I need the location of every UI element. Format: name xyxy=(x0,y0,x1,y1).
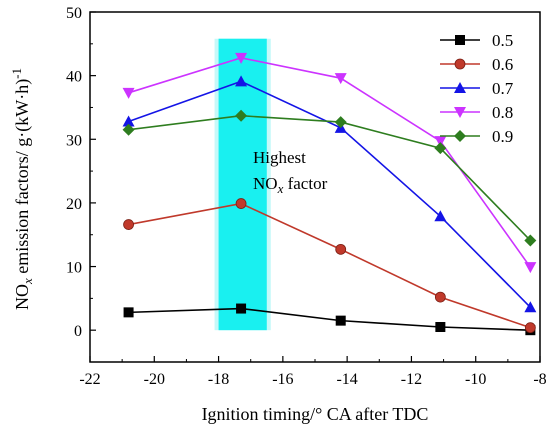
data-point xyxy=(434,291,446,303)
data-point xyxy=(122,115,135,127)
x-tick-label: -16 xyxy=(272,371,293,388)
series-0.9 xyxy=(122,109,537,247)
data-point xyxy=(434,210,447,222)
legend-label: 0.8 xyxy=(492,103,513,122)
legend-label: 0.7 xyxy=(492,79,514,98)
data-point xyxy=(122,87,135,99)
x-axis-title: Ignition timing/° CA after TDC xyxy=(202,404,429,424)
data-point xyxy=(235,109,248,122)
annotation-sub: x xyxy=(277,181,284,196)
ticks-layer: -22 -20 -18 -16 -14 -12 -10 -8 0 10 20 30 40 50 xyxy=(66,5,547,388)
legend-marker xyxy=(454,82,466,93)
data-point xyxy=(335,315,346,326)
data-point xyxy=(334,73,347,85)
data-point xyxy=(524,301,537,313)
y-axis-title-main: NO xyxy=(12,284,32,310)
data-point xyxy=(524,322,536,334)
y-axis-title: NOx emission factors/ g·(kW·h)-1 xyxy=(9,68,35,310)
x-tick-label: -8 xyxy=(533,371,546,388)
series-line xyxy=(128,307,531,331)
legend-marker xyxy=(454,130,466,142)
data-point xyxy=(434,136,447,148)
annotation-line-2: NOx factor xyxy=(253,174,328,196)
y-axis-title-sub: x xyxy=(20,278,35,285)
y-tick-label: 40 xyxy=(66,69,82,86)
x-tick-label: -22 xyxy=(79,371,100,388)
data-point xyxy=(435,322,446,332)
x-tick-label: -12 xyxy=(401,371,422,388)
legend: 0.5 0.6 0.7 0.8 0.9 xyxy=(440,31,514,146)
series-line xyxy=(128,114,531,242)
y-tick-label: 10 xyxy=(66,260,82,277)
data-point xyxy=(335,243,347,255)
x-tick-label: -14 xyxy=(336,371,357,388)
x-tick-label: -20 xyxy=(144,371,165,388)
y-tick-label: 50 xyxy=(66,5,82,22)
data-point xyxy=(235,75,248,87)
annotation-line-1: Highest xyxy=(253,148,306,167)
data-point xyxy=(434,142,447,155)
y-tick-label: 20 xyxy=(66,196,82,213)
series-0.8 xyxy=(122,52,537,274)
data-point xyxy=(235,198,247,209)
data-point xyxy=(122,123,135,136)
legend-marker xyxy=(454,107,466,118)
y-axis-title-sup: -1 xyxy=(9,68,24,79)
y-axis-title-rest: emission factors/ g·(kW·h) xyxy=(12,79,33,278)
x-tick-label: -10 xyxy=(465,371,486,388)
y-tick-label: 0 xyxy=(74,323,82,340)
data-point xyxy=(524,262,537,274)
series-line xyxy=(128,80,531,308)
data-point xyxy=(123,307,134,318)
data-point xyxy=(524,234,537,247)
legend-label: 0.6 xyxy=(492,55,513,74)
legend-marker xyxy=(454,58,466,70)
series-0.6 xyxy=(123,198,536,334)
data-point xyxy=(236,303,247,314)
y-tick-label: 30 xyxy=(66,132,82,149)
legend-label: 0.9 xyxy=(492,127,513,146)
x-tick-label: -18 xyxy=(208,371,229,388)
data-point xyxy=(123,219,134,230)
legend-marker xyxy=(455,35,465,45)
series-layer xyxy=(122,52,537,336)
annotation-main: NO xyxy=(253,174,278,193)
series-line xyxy=(128,56,532,268)
series-line xyxy=(128,202,531,329)
annotation-rest: factor xyxy=(283,174,327,193)
series-0.7 xyxy=(122,75,537,313)
legend-label: 0.5 xyxy=(492,31,513,50)
data-point xyxy=(235,52,248,64)
data-point xyxy=(334,116,347,129)
